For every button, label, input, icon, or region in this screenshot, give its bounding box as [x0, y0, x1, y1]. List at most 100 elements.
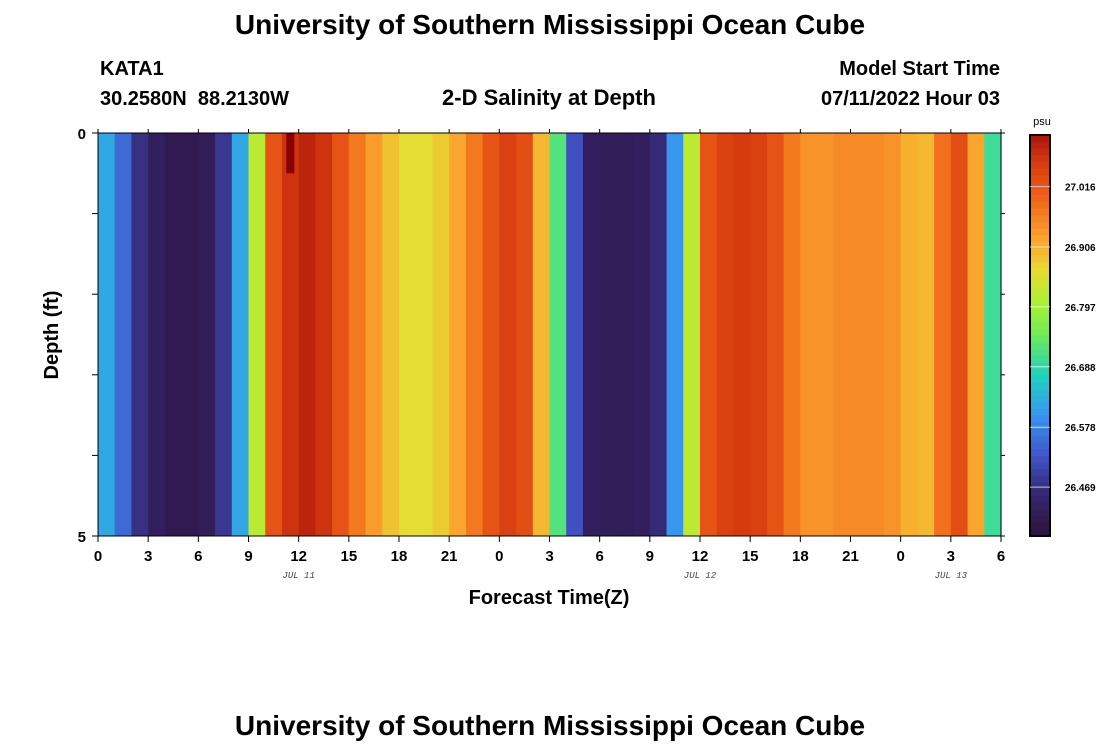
colorbar-segment [1030, 248, 1050, 256]
date-labels: JUL 11 JUL 12 JUL 13 [282, 571, 967, 581]
x-tick-label: 0 [94, 548, 102, 565]
colorbar-tick-label: 26.906 [1065, 243, 1096, 254]
x-tick-label: 21 [842, 548, 859, 565]
colorbar-segment [1030, 422, 1050, 430]
heatmap-cell [181, 133, 199, 536]
heatmap-anomaly-cell [286, 133, 295, 174]
colorbar-segment [1030, 442, 1050, 450]
colorbar-tick-label: 26.688 [1065, 363, 1096, 374]
colorbar-segment [1030, 241, 1050, 250]
heatmap-cell [231, 133, 250, 536]
colorbar-segment [1030, 495, 1050, 504]
x-tick-label: 3 [947, 548, 955, 565]
x-tick-label: 15 [340, 548, 357, 565]
heatmap-cell [248, 133, 266, 536]
heatmap-cell [833, 133, 852, 536]
colorbar-segment [1030, 275, 1050, 283]
footer-title: University of Southern Mississippi Ocean… [235, 710, 865, 741]
colorbar-segment [1030, 382, 1050, 390]
colorbar-segment [1030, 469, 1050, 477]
colorbar-segment [1030, 362, 1050, 370]
x-tick-label: 3 [545, 548, 553, 565]
heatmap-cell [164, 133, 183, 536]
heatmap-cell [532, 133, 551, 536]
figure-title: University of Southern Mississippi Ocean… [235, 9, 865, 40]
heatmap-cell [750, 133, 768, 536]
heatmap-cell [281, 133, 300, 536]
colorbar-segment [1030, 288, 1050, 296]
y-tick-label: 0 [78, 126, 86, 143]
heatmap-cell [265, 133, 283, 536]
heatmap-cell [917, 133, 935, 536]
colorbar-segment [1030, 308, 1050, 317]
colorbar-segment [1030, 475, 1050, 484]
salinity-heatmap [98, 133, 1002, 536]
heatmap-cell [666, 133, 684, 536]
colorbar-segment [1030, 208, 1050, 216]
y-axis: 05 [78, 126, 1005, 546]
x-axis: 0 3 6 9 12 15 18 21 0 3 6 9 12 15 18 21 0 3 6 [94, 129, 1005, 565]
colorbar-ticks: 27.016 26.906 26.797 26.688 26.578 26.469 [1030, 183, 1096, 494]
x-tick-label: 6 [595, 548, 603, 565]
heatmap-cell [315, 133, 333, 536]
heatmap-cell [399, 133, 417, 536]
colorbar-segment [1030, 462, 1050, 470]
x-tick-label: 18 [391, 548, 408, 565]
heatmap-cell [382, 133, 400, 536]
colorbar-segment [1030, 141, 1050, 149]
heatmap-cell [215, 133, 233, 536]
colorbar-segment [1030, 322, 1050, 330]
x-tick-label: 6 [194, 548, 202, 565]
colorbar-segment [1030, 482, 1050, 490]
y-axis-label: Depth (ft) [41, 291, 63, 380]
x-tick-label: 21 [441, 548, 458, 565]
heatmap-cell [348, 133, 367, 536]
colorbar-segment [1030, 235, 1050, 243]
plot-title: 2-D Salinity at Depth [442, 85, 656, 110]
colorbar-segment [1030, 188, 1050, 196]
colorbar-segment [1030, 355, 1050, 363]
date-label: JUL 13 [935, 571, 968, 581]
heatmap-cell [131, 133, 149, 536]
heatmap-cell [950, 133, 969, 536]
heatmap-cell [482, 133, 500, 536]
x-tick-label: 3 [144, 548, 152, 565]
colorbar-segment [1030, 335, 1050, 343]
x-tick-label: 18 [792, 548, 809, 565]
colorbar-segment [1030, 348, 1050, 357]
station-coords: 30.2580N 88.2130W [100, 88, 289, 110]
colorbar-segment [1030, 295, 1050, 303]
heatmap-cell [332, 133, 350, 536]
x-tick-label: 6 [997, 548, 1005, 565]
colorbar-segment [1030, 489, 1050, 497]
heatmap-cell [616, 133, 634, 536]
x-tick-label: 15 [742, 548, 759, 565]
colorbar-frame [1029, 134, 1051, 537]
heatmap-cell [800, 133, 818, 536]
heatmap-cell [148, 133, 166, 536]
heatmap-cell [415, 133, 434, 536]
heatmap-cell [582, 133, 601, 536]
heatmap-cell [633, 133, 651, 536]
heatmap-cell [967, 133, 985, 536]
heatmap-cell [649, 133, 668, 536]
colorbar-segment [1030, 148, 1050, 156]
colorbar-segment [1030, 195, 1050, 203]
heatmap-cell [114, 133, 133, 536]
colorbar-segment [1030, 509, 1050, 517]
heatmap-cell [198, 133, 216, 536]
colorbar-segment [1030, 168, 1050, 176]
colorbar-segment [1030, 328, 1050, 337]
colorbar-segment [1030, 181, 1050, 190]
heatmap-cell [298, 133, 316, 536]
heatmap-cell [850, 133, 868, 536]
heatmap-cell [365, 133, 383, 536]
x-tick-label: 12 [692, 548, 709, 565]
colorbar-segment [1030, 529, 1050, 537]
colorbar-segment [1030, 429, 1050, 437]
x-tick-label: 0 [896, 548, 904, 565]
colorbar-segment [1030, 228, 1050, 236]
colorbar-unit: psu [1033, 116, 1051, 128]
heatmap-cell [934, 133, 952, 536]
